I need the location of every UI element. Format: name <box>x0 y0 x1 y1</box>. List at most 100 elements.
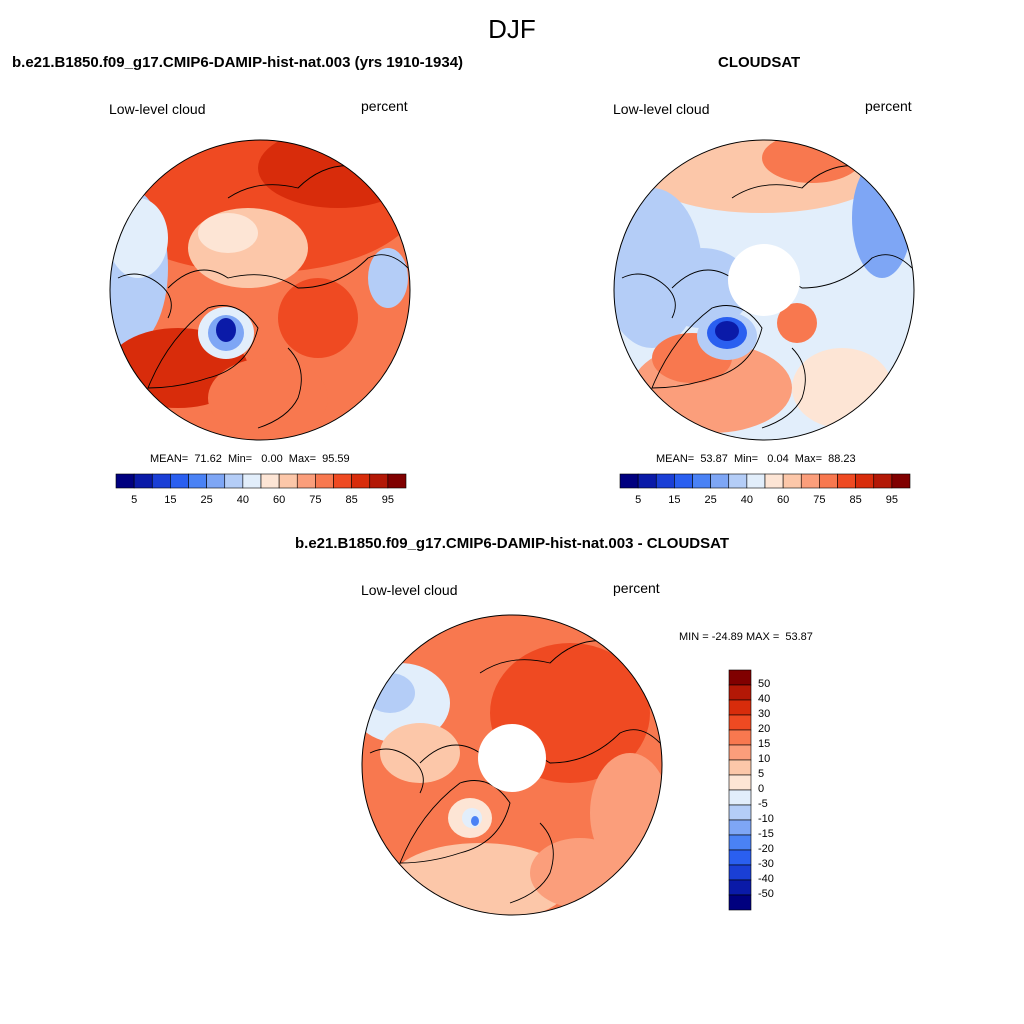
colorbar-swatch <box>692 473 711 489</box>
colorbar-tick-label: 25 <box>704 494 717 506</box>
colorbar-swatch <box>710 473 730 489</box>
colorbar-tick-label: -15 <box>758 828 774 840</box>
panel3-title: b.e21.B1850.f09_g17.CMIP6-DAMIP-hist-nat… <box>295 535 729 552</box>
panel1-title: b.e21.B1850.f09_g17.CMIP6-DAMIP-hist-nat… <box>12 54 464 71</box>
colorbar-tick-label: 40 <box>236 494 249 506</box>
panel2-colorbar-ticks: 5 15 25 40 60 75 85 95 <box>619 494 911 508</box>
colorbar-swatch <box>891 473 911 489</box>
colorbar-tick-label: 75 <box>813 494 826 506</box>
colorbar-tick-label: 60 <box>273 494 286 506</box>
colorbar-swatch <box>855 473 875 489</box>
panel2-polar-map <box>613 139 915 441</box>
colorbar-tick-label: 85 <box>345 494 358 506</box>
panel3-variable-label: Low-level cloud <box>361 582 458 598</box>
panel3-colorbar-ticks: 50 40 30 20 15 10 5 0 -5 -10 -15 -20 -30 -40 -50 <box>758 669 798 911</box>
colorbar-swatch <box>873 473 893 489</box>
colorbar-swatch <box>674 473 693 489</box>
colorbar-tick-label: 5 <box>635 494 642 506</box>
colorbar-tick-label: 5 <box>131 494 138 506</box>
colorbar-tick-label: -5 <box>758 798 768 810</box>
colorbar-swatch <box>746 473 766 489</box>
colorbar-swatch <box>278 473 298 489</box>
colorbar-tick-label: 15 <box>164 494 177 506</box>
colorbar-tick-label: 15 <box>758 738 771 750</box>
colorbar-swatch <box>170 473 189 489</box>
panel1-units-label: percent <box>361 98 408 114</box>
colorbar-tick-label: 85 <box>849 494 862 506</box>
panel2-variable-label: Low-level cloud <box>613 101 710 117</box>
panel3-units-label: percent <box>613 580 660 596</box>
colorbar-swatch <box>151 473 171 489</box>
colorbar-tick-label: 0 <box>758 783 765 795</box>
colorbar-tick-label: 95 <box>381 494 394 506</box>
panel1-colorbar-ticks: 5 15 25 40 60 75 85 95 <box>115 494 407 508</box>
colorbar-tick-label: -30 <box>758 858 774 870</box>
colorbar-swatch <box>619 473 639 489</box>
colorbar-swatch <box>637 473 657 489</box>
colorbar-tick-label: -10 <box>758 813 774 825</box>
colorbar-swatch <box>728 804 752 821</box>
colorbar-swatch <box>782 473 802 489</box>
colorbar-swatch <box>800 473 820 489</box>
panel1-colorbar <box>115 473 407 489</box>
panel2-units-label: percent <box>865 98 912 114</box>
colorbar-swatch <box>115 473 135 489</box>
colorbar-tick-label: -20 <box>758 843 774 855</box>
colorbar-swatch <box>242 473 262 489</box>
colorbar-swatch <box>260 473 280 489</box>
panel2-colorbar <box>619 473 911 489</box>
figure-title: DJF <box>488 14 536 44</box>
colorbar-swatch <box>728 789 752 806</box>
colorbar-tick-label: 5 <box>758 768 765 780</box>
colorbar-tick-label: -40 <box>758 873 774 885</box>
colorbar-tick-label: 30 <box>758 708 771 720</box>
colorbar-swatch <box>728 714 752 731</box>
colorbar-tick-label: 20 <box>758 723 771 735</box>
colorbar-swatch <box>728 669 752 686</box>
colorbar-swatch <box>728 473 748 489</box>
colorbar-tick-label: 95 <box>885 494 898 506</box>
colorbar-tick-label: 50 <box>758 678 771 690</box>
colorbar-swatch <box>133 473 153 489</box>
panel3-polar-map <box>361 614 663 916</box>
colorbar-swatch <box>728 819 752 836</box>
colorbar-tick-label: 60 <box>777 494 790 506</box>
colorbar-tick-label: -50 <box>758 888 774 900</box>
colorbar-swatch <box>819 473 838 489</box>
colorbar-swatch <box>728 744 752 761</box>
colorbar-tick-label: 15 <box>668 494 681 506</box>
colorbar-tick-label: 75 <box>309 494 322 506</box>
colorbar-swatch <box>369 473 389 489</box>
colorbar-swatch <box>296 473 316 489</box>
colorbar-swatch <box>728 684 752 701</box>
colorbar-swatch <box>728 759 752 776</box>
colorbar-swatch <box>351 473 371 489</box>
colorbar-swatch <box>655 473 675 489</box>
colorbar-swatch <box>764 473 784 489</box>
panel1-variable-label: Low-level cloud <box>109 101 206 117</box>
colorbar-swatch <box>837 473 856 489</box>
colorbar-tick-label: 40 <box>740 494 753 506</box>
colorbar-tick-label: 40 <box>758 693 771 705</box>
panel1-polar-map <box>109 139 411 441</box>
colorbar-swatch <box>188 473 207 489</box>
colorbar-swatch <box>387 473 407 489</box>
colorbar-swatch <box>728 729 752 746</box>
colorbar-swatch <box>728 879 752 896</box>
panel2-title: CLOUDSAT <box>718 54 801 71</box>
colorbar-swatch <box>728 774 752 791</box>
colorbar-swatch <box>333 473 352 489</box>
colorbar-swatch <box>728 864 752 881</box>
colorbar-tick-label: 25 <box>200 494 213 506</box>
panel1-stats: MEAN= 71.62 Min= 0.00 Max= 95.59 <box>150 453 350 465</box>
panel3-stats: MIN = -24.89 MAX = 53.87 <box>679 631 813 643</box>
colorbar-swatch <box>728 849 752 866</box>
colorbar-tick-label: 10 <box>758 753 771 765</box>
panel2-stats: MEAN= 53.87 Min= 0.04 Max= 88.23 <box>656 453 856 465</box>
colorbar-swatch <box>728 894 752 911</box>
colorbar-swatch <box>728 834 752 851</box>
panel3-colorbar <box>728 669 752 911</box>
colorbar-swatch <box>206 473 226 489</box>
colorbar-swatch <box>315 473 334 489</box>
colorbar-swatch <box>728 699 752 716</box>
